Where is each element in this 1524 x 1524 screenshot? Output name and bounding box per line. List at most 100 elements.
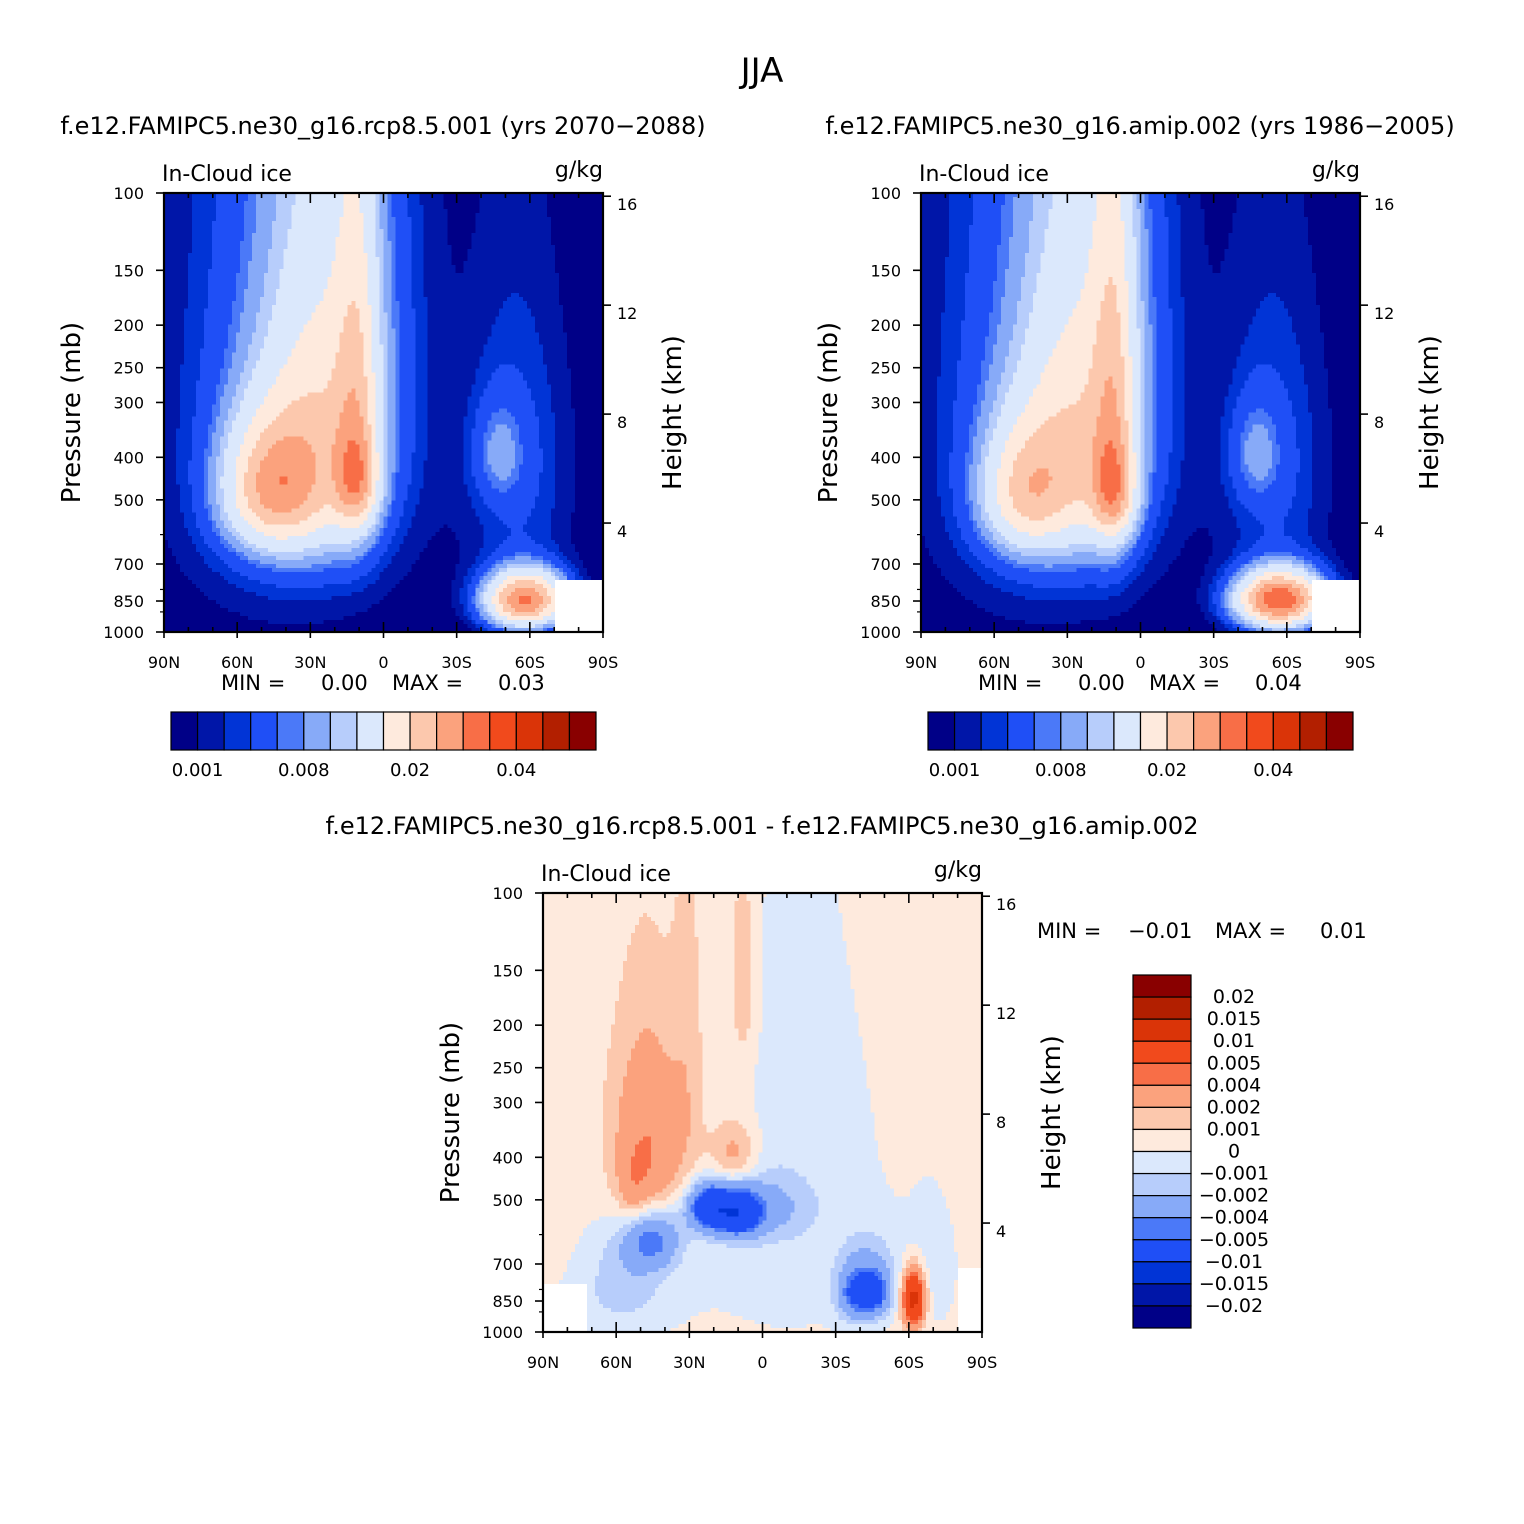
field-cell — [328, 201, 332, 205]
field-cell — [527, 205, 531, 209]
field-cell — [196, 229, 200, 233]
field-cell — [208, 225, 212, 229]
field-cell — [567, 229, 571, 233]
field-cell — [188, 213, 192, 217]
field-cell — [519, 201, 523, 205]
field-cell — [387, 217, 391, 221]
field-cell — [260, 229, 264, 233]
field-cell — [471, 221, 475, 225]
field-cell — [583, 205, 587, 209]
field-cell — [563, 213, 567, 217]
field-cell — [332, 205, 336, 209]
field-cell — [296, 229, 300, 233]
field-cell — [348, 213, 352, 217]
field-cell — [232, 217, 236, 221]
field-cell — [579, 205, 583, 209]
field-cell — [395, 225, 399, 229]
field-cell — [595, 201, 599, 205]
field-cell — [176, 197, 180, 201]
field-cell — [423, 201, 427, 205]
field-cell — [463, 209, 467, 213]
figure-title: JJA — [739, 51, 784, 91]
field-cell — [439, 229, 443, 233]
field-cell — [384, 209, 388, 213]
field-cell — [543, 205, 547, 209]
field-cell — [443, 201, 447, 205]
field-cell — [356, 201, 360, 205]
field-cell — [435, 225, 439, 229]
field-cell — [372, 209, 376, 213]
field-cell — [224, 209, 228, 213]
field-cell — [264, 225, 268, 229]
field-cell — [403, 201, 407, 205]
field-cell — [220, 233, 224, 237]
field-cell — [172, 221, 176, 225]
field-cell — [356, 229, 360, 233]
field-cell — [539, 205, 543, 209]
field-cell — [188, 221, 192, 225]
field-cell — [511, 217, 515, 221]
field-cell — [563, 229, 567, 233]
field-cell — [372, 197, 376, 201]
field-cell — [591, 213, 595, 217]
field-cell — [527, 229, 531, 233]
field-cell — [511, 221, 515, 225]
field-cell — [192, 209, 196, 213]
field-cell — [260, 205, 264, 209]
field-cell — [268, 197, 272, 201]
field-cell — [184, 221, 188, 225]
field-cell — [368, 205, 372, 209]
field-cell — [328, 233, 332, 237]
field-cell — [280, 225, 284, 229]
field-cell — [292, 205, 296, 209]
field-cell — [372, 225, 376, 229]
field-cell — [336, 201, 340, 205]
field-cell — [571, 225, 575, 229]
field-cell — [220, 201, 224, 205]
field-cell — [316, 225, 320, 229]
field-cell — [511, 209, 515, 213]
field-cell — [487, 221, 491, 225]
field-cell — [196, 217, 200, 221]
field-cell — [459, 201, 463, 205]
field-cell — [515, 225, 519, 229]
field-cell — [208, 229, 212, 233]
field-cell — [268, 229, 272, 233]
field-cell — [176, 225, 180, 229]
field-cell — [451, 197, 455, 201]
field-cell — [328, 225, 332, 229]
field-cell — [423, 225, 427, 229]
field-cell — [268, 217, 272, 221]
field-cell — [372, 217, 376, 221]
field-cell — [196, 205, 200, 209]
field-cell — [184, 229, 188, 233]
field-cell — [180, 197, 184, 201]
field-cell — [467, 209, 471, 213]
field-cell — [499, 221, 503, 225]
field-cell — [352, 233, 356, 237]
field-cell — [519, 225, 523, 229]
field-cell — [403, 221, 407, 225]
field-cell — [391, 213, 395, 217]
field-cell — [499, 217, 503, 221]
field-cell — [216, 221, 220, 225]
field-cell — [348, 221, 352, 225]
field-cell — [415, 217, 419, 221]
field-cell — [168, 201, 172, 205]
field-cell — [352, 225, 356, 229]
field-cell — [180, 209, 184, 213]
field-cell — [192, 225, 196, 229]
field-cell — [495, 201, 499, 205]
field-cell — [260, 201, 264, 205]
field-cell — [515, 213, 519, 217]
field-cell — [443, 225, 447, 229]
field-cell — [276, 209, 280, 213]
field-cell — [196, 233, 200, 237]
field-cell — [535, 197, 539, 201]
field-cell — [272, 209, 276, 213]
field-cell — [387, 225, 391, 229]
field-cell — [268, 221, 272, 225]
field-cell — [180, 221, 184, 225]
field-cell — [308, 225, 312, 229]
field-cell — [579, 225, 583, 229]
